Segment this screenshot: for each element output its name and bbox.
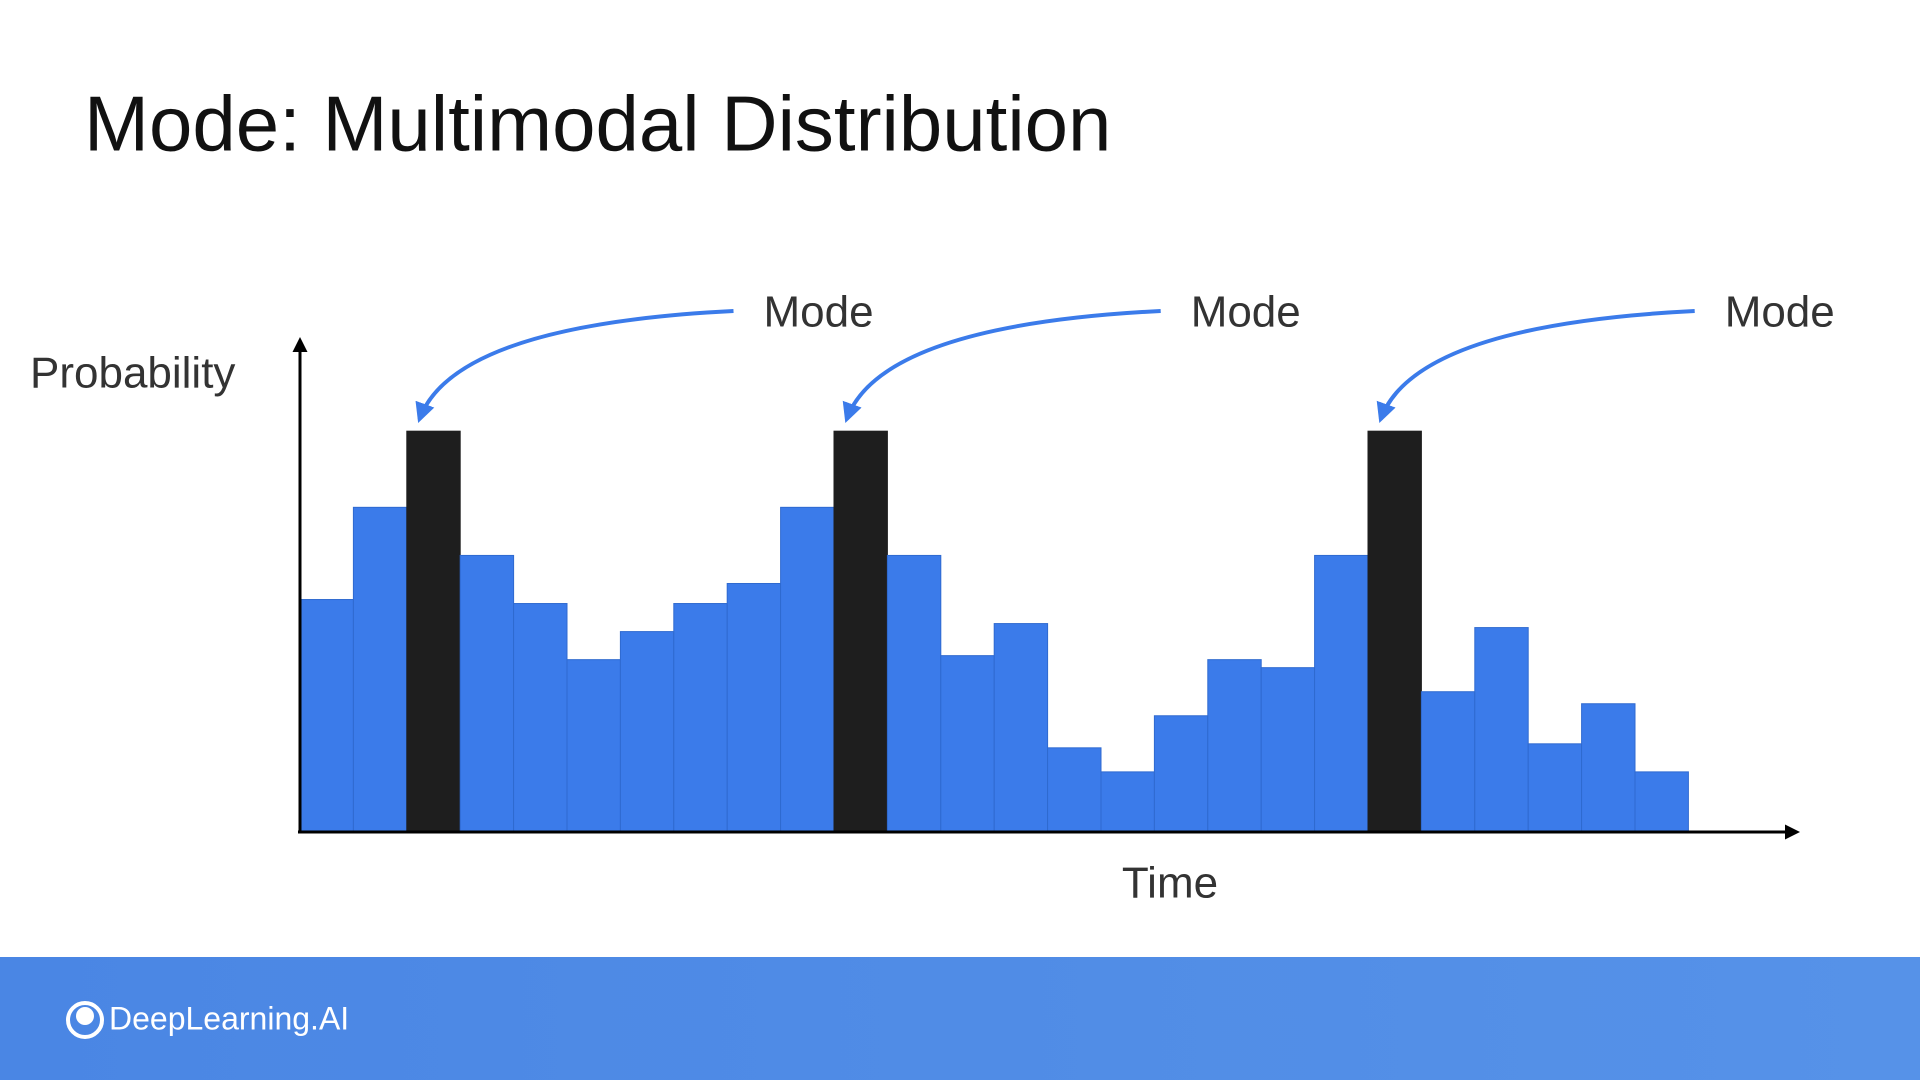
bar [1474,627,1529,833]
annotation-arrow [1376,309,1695,423]
bar [993,623,1049,833]
annotation-label: Mode [1191,288,1301,337]
bar [1420,691,1476,833]
bar [1314,554,1369,833]
bar [619,631,675,833]
bar [886,554,942,833]
annotations: Mode Mode Mode [415,288,1835,423]
bar [406,430,461,833]
bar [1581,703,1636,833]
logo-icon [66,1001,104,1039]
bar [566,659,621,833]
bars [299,430,1689,833]
bar [1527,743,1583,833]
bar [726,582,782,833]
annotation-arrow [842,309,1161,423]
bar [1047,747,1102,833]
bar [940,655,995,833]
x-axis-label: Time [1122,859,1218,908]
chart-title: Mode: Multimodal Distribution [84,80,1111,168]
annotation-label: Mode [764,288,874,337]
bar [459,554,515,833]
annotation-arrow [415,309,734,423]
bar [833,430,888,833]
bar [352,506,408,833]
bar [1207,659,1262,833]
bar [1634,771,1689,833]
footer-bar [0,957,1920,1080]
brand: DeepLearning.AI [109,1000,349,1036]
y-axis-label: Probability [30,349,235,398]
bar [780,506,835,833]
bar [299,599,354,833]
bar [1153,715,1209,833]
bar [673,603,728,833]
bar [1367,430,1422,833]
logo-icon-inner [76,1007,94,1025]
bar [513,603,568,833]
bar [1260,667,1316,833]
annotation-label: Mode [1725,288,1835,337]
bar [1100,771,1155,833]
